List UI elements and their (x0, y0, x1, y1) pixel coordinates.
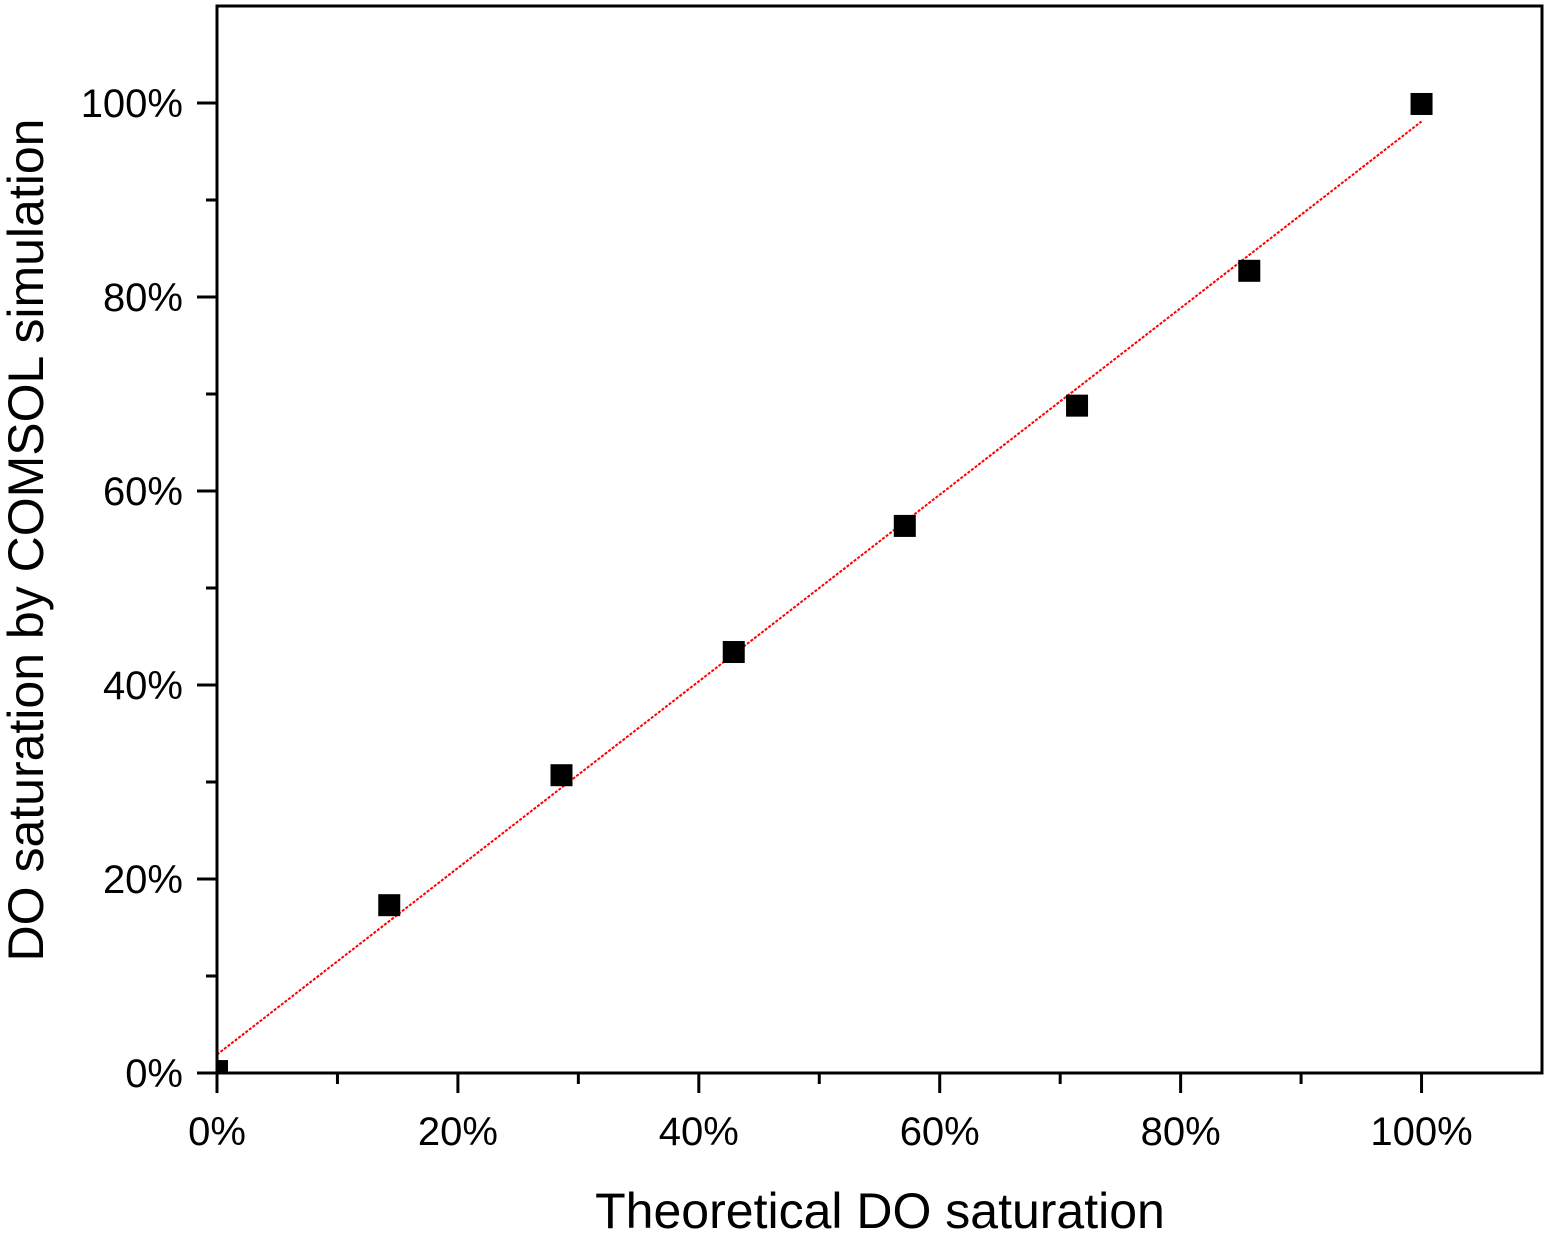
x-tick-label: 20% (418, 1110, 498, 1154)
x-tick-label: 0% (188, 1110, 246, 1154)
data-point (1410, 92, 1433, 115)
data-point (1238, 259, 1261, 282)
data-point (722, 641, 745, 664)
y-tick-label: 40% (103, 664, 183, 708)
y-tick-label: 60% (103, 470, 183, 514)
data-point (550, 764, 573, 787)
axes: 0% 20% 40% 60% 80% 100% 0% 20% 40% 60% 80% 100% (81, 82, 1473, 1154)
y-tick-label: 20% (103, 858, 183, 902)
data-point (1066, 394, 1089, 417)
y-tick-label: 100% (81, 82, 183, 126)
x-tick-label: 100% (1370, 1110, 1472, 1154)
x-axis-label: Theoretical DO saturation (595, 1183, 1165, 1234)
plot-frame (215, 4, 1544, 1075)
linear-fit-line (217, 120, 1423, 1056)
x-tick-label: 60% (900, 1110, 980, 1154)
x-tick-label: 80% (1141, 1110, 1221, 1154)
data-point (893, 514, 916, 537)
y-axis-label: DO saturation by COMSOL simulation (0, 119, 54, 962)
plot-area (217, 92, 1433, 1073)
data-point (217, 1060, 228, 1073)
y-tick-label: 0% (125, 1052, 183, 1096)
data-point (378, 894, 401, 917)
y-tick-label: 80% (103, 276, 183, 320)
x-tick-label: 40% (659, 1110, 739, 1154)
